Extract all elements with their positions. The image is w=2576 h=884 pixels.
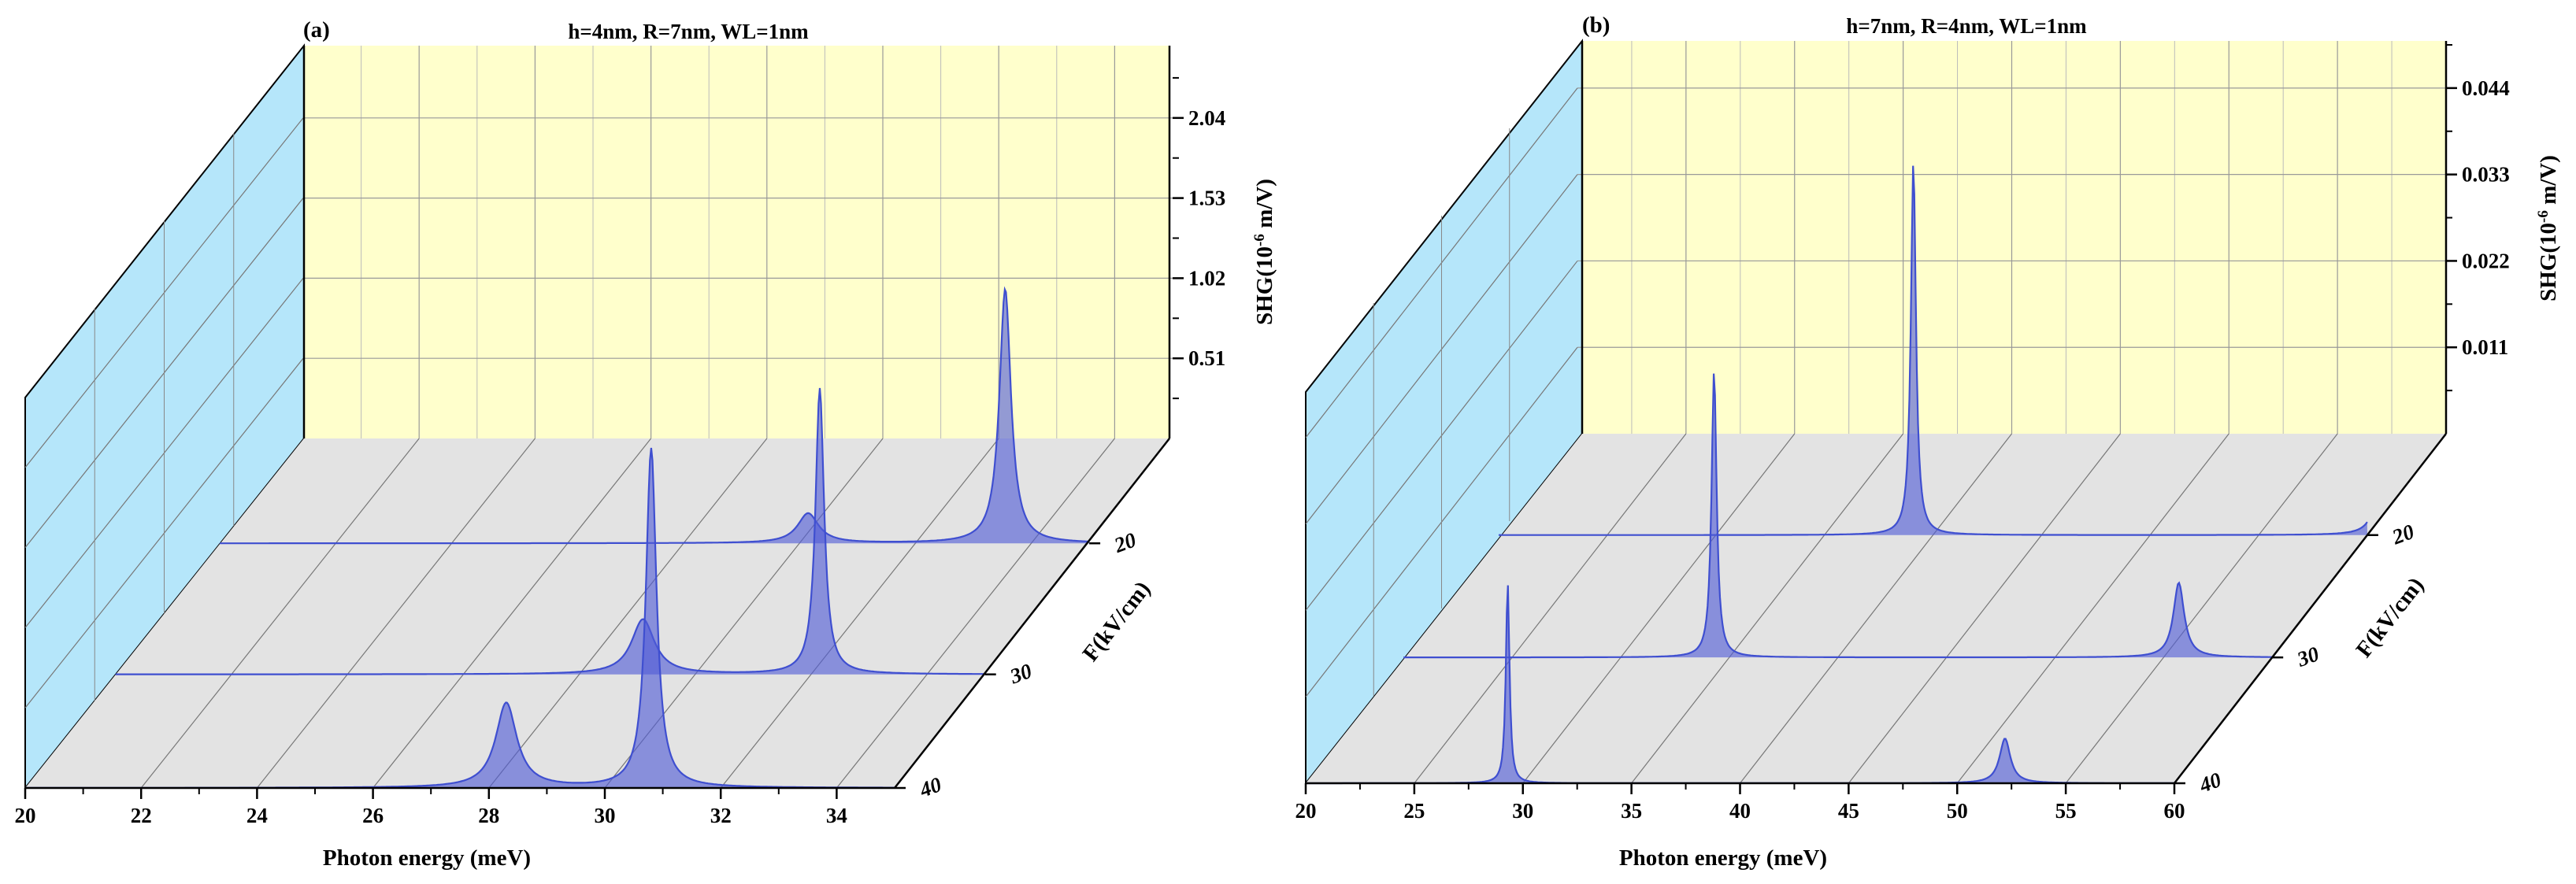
panel-a-z-axis-title-unit: m/V) xyxy=(1252,179,1277,234)
x-tick-label: 40 xyxy=(1729,799,1751,823)
floor-grid-line xyxy=(488,438,768,789)
x-tick-label: 20 xyxy=(15,804,36,827)
x-tick-label: 32 xyxy=(710,804,732,827)
panel-b: 20 25 30 35 40 45 50 55 60 20 30 40 0.011 0.022 0.03… xyxy=(1295,13,2562,871)
panel-a-frame xyxy=(25,46,1171,790)
series-20-area xyxy=(220,289,1090,544)
panel-a-back-wall xyxy=(304,46,1169,438)
y-tick-label: 40 xyxy=(916,772,945,802)
panel-a-x-axis-title: Photon energy (meV) xyxy=(323,845,531,871)
panel-a-z-axis-title-main: SHG(10 xyxy=(1252,246,1277,325)
panel-a-z-ticks: 0.51 1.02 1.53 2.04 xyxy=(1173,76,1225,400)
panel-b-back-wall xyxy=(1582,41,2446,434)
panel-a-grid xyxy=(24,46,1173,789)
panel-b-y-axis-title: F(kV/cm) xyxy=(2352,573,2430,663)
series-20-line xyxy=(1499,165,2368,536)
y-tick-label: 30 xyxy=(2293,642,2322,671)
panel-a-label: (a) xyxy=(303,17,330,43)
panel-a-z-axis-title-exp: -6 xyxy=(1251,234,1268,246)
panel-b-z-axis-title: SHG(10-6 m/V) xyxy=(2535,155,2562,301)
x-tick-label: 30 xyxy=(1512,799,1533,823)
z-tick-label: 2.04 xyxy=(1188,106,1225,130)
floor-grid-line xyxy=(1414,433,1687,784)
floor-grid-line xyxy=(1631,433,1904,784)
floor-grid-line xyxy=(1740,433,2012,784)
series-30-area xyxy=(1403,373,2273,658)
panel-b-label: (b) xyxy=(1582,13,1610,38)
floor-grid-line xyxy=(373,438,652,789)
z-tick-label: 1.02 xyxy=(1188,266,1225,290)
y-tick-label: 40 xyxy=(2196,767,2225,797)
x-tick-label: 55 xyxy=(2055,799,2077,823)
panel-b-grid xyxy=(1305,41,2447,784)
floor-grid-line xyxy=(256,438,536,789)
y-tick-label: 20 xyxy=(1110,527,1140,557)
y-tick-label: 30 xyxy=(1006,659,1036,689)
series-30-line xyxy=(115,387,985,675)
x-tick-label: 60 xyxy=(2164,799,2185,823)
floor-grid-line xyxy=(1956,433,2229,784)
x-tick-label: 45 xyxy=(1838,799,1859,823)
x-tick-label: 28 xyxy=(478,804,499,827)
floor-grid-line xyxy=(836,438,1115,789)
z-tick-label: 0.044 xyxy=(2462,76,2510,100)
panel-a-x-ticks: 20 22 24 26 28 30 32 34 xyxy=(15,788,847,827)
panel-b-title: h=7nm, R=4nm, WL=1nm xyxy=(1846,14,2087,38)
x-tick-label: 30 xyxy=(595,804,616,827)
panel-b-x-axis-title: Photon energy (meV) xyxy=(1619,845,1827,871)
floor-grid-line xyxy=(2065,433,2338,784)
x-tick-label: 35 xyxy=(1621,799,1642,823)
panel-a-z-axis-title: SHG(10-6 m/V) xyxy=(1251,179,1278,325)
panel-a-title: h=4nm, R=7nm, WL=1nm xyxy=(568,20,809,43)
z-tick-label: 1.53 xyxy=(1188,187,1225,210)
floor-grid-line xyxy=(720,438,999,789)
panel-b-z-axis-title-exp: -6 xyxy=(2535,210,2552,223)
x-tick-label: 22 xyxy=(131,804,152,827)
x-tick-label: 24 xyxy=(246,804,268,827)
panel-b-z-ticks: 0.011 0.022 0.033 0.044 xyxy=(2446,43,2510,392)
y-tick-label: 20 xyxy=(2389,520,2418,549)
z-tick-label: 0.033 xyxy=(2462,163,2510,187)
x-tick-label: 50 xyxy=(1947,799,1968,823)
panel-b-x-ticks: 20 25 30 35 40 45 50 55 60 xyxy=(1295,783,2185,823)
floor-grid-line xyxy=(1848,433,2121,784)
floor-grid-line xyxy=(140,438,420,789)
panel-b-z-axis-title-unit: m/V) xyxy=(2536,155,2561,210)
z-tick-label: 0.51 xyxy=(1188,346,1225,370)
x-tick-label: 26 xyxy=(362,804,384,827)
panel-b-z-axis-title-main: SHG(10 xyxy=(2536,223,2561,301)
floor-grid-line xyxy=(1522,433,1796,784)
panel-a-y-axis-title: F(kV/cm) xyxy=(1078,577,1156,667)
panel-a-floor xyxy=(25,438,1169,788)
z-tick-label: 0.011 xyxy=(2462,335,2508,359)
z-tick-label: 0.022 xyxy=(2462,249,2510,272)
x-tick-label: 25 xyxy=(1403,799,1425,823)
series-30-line xyxy=(1403,373,2273,659)
x-tick-label: 34 xyxy=(826,804,847,827)
x-tick-label: 20 xyxy=(1295,799,1317,823)
panel-a: 20 22 24 26 28 30 32 34 20 30 40 0.51 1.02 1.53 2.04… xyxy=(15,17,1278,871)
